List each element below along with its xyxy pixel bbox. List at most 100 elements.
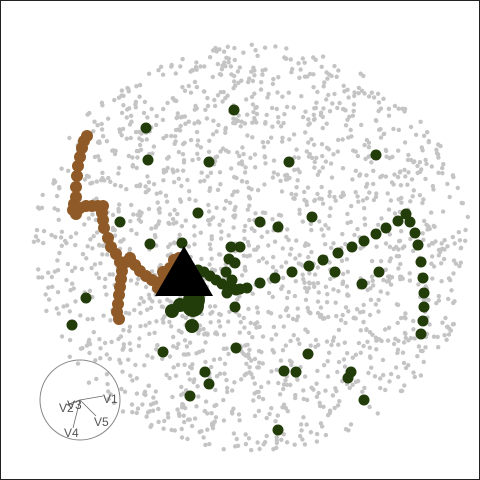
- background-point: [145, 174, 150, 179]
- background-point: [247, 203, 252, 208]
- background-point: [205, 103, 211, 109]
- background-point: [124, 115, 129, 120]
- background-point: [247, 217, 252, 223]
- background-point: [252, 381, 257, 386]
- background-point: [102, 284, 108, 290]
- background-point: [169, 62, 174, 68]
- background-point: [352, 93, 357, 99]
- background-point: [386, 279, 391, 284]
- background-point: [99, 127, 105, 132]
- background-point: [441, 162, 446, 167]
- background-point: [107, 272, 113, 277]
- background-point: [134, 391, 140, 396]
- background-point: [361, 319, 366, 325]
- background-point: [237, 330, 242, 335]
- background-point: [183, 315, 188, 320]
- background-point: [407, 278, 413, 283]
- background-point: [138, 310, 143, 316]
- background-point: [195, 138, 201, 143]
- background-point: [266, 309, 271, 315]
- background-point: [435, 334, 440, 340]
- background-point: [274, 269, 279, 274]
- background-point: [388, 198, 394, 203]
- background-point: [392, 103, 398, 109]
- background-point: [121, 327, 126, 333]
- background-point: [187, 377, 192, 382]
- background-point: [307, 310, 312, 315]
- background-point: [281, 120, 286, 126]
- background-point: [329, 73, 334, 79]
- background-point: [53, 234, 58, 240]
- background-point: [166, 415, 171, 420]
- background-point: [219, 67, 225, 72]
- background-point: [73, 242, 78, 248]
- background-point: [260, 396, 266, 402]
- background-point: [280, 246, 285, 251]
- background-point: [224, 346, 229, 351]
- background-point: [255, 320, 260, 325]
- background-point: [134, 410, 139, 416]
- background-point: [198, 64, 203, 69]
- background-point: [182, 88, 188, 94]
- background-point: [312, 159, 317, 165]
- background-point: [400, 350, 406, 355]
- background-point: [158, 190, 163, 195]
- background-point: [243, 432, 248, 437]
- background-point: [293, 192, 299, 197]
- background-point: [126, 311, 132, 316]
- background-point: [317, 403, 323, 409]
- background-point: [143, 284, 149, 290]
- background-point: [364, 327, 369, 332]
- background-point: [315, 368, 320, 374]
- background-point: [120, 409, 126, 414]
- background-point: [411, 370, 416, 375]
- background-point: [162, 314, 167, 319]
- background-point: [213, 415, 219, 420]
- background-point: [339, 194, 344, 199]
- background-point: [378, 289, 383, 294]
- biplot-label-v2: V2: [59, 401, 74, 415]
- background-point: [244, 180, 250, 185]
- background-point: [31, 239, 37, 244]
- green-series-point: [142, 154, 154, 166]
- background-point: [453, 261, 459, 266]
- background-point: [142, 363, 147, 368]
- background-point: [148, 305, 154, 310]
- background-point: [55, 207, 61, 213]
- background-point: [179, 405, 185, 410]
- background-point: [255, 244, 261, 250]
- biplot-vector-v1: [79, 395, 104, 401]
- background-point: [212, 304, 218, 309]
- green-series-point: [412, 239, 424, 251]
- background-point: [378, 259, 384, 264]
- background-point: [92, 154, 98, 160]
- background-point: [284, 440, 290, 445]
- background-point: [438, 249, 443, 255]
- background-point: [311, 142, 317, 147]
- background-point: [238, 124, 243, 129]
- background-point: [143, 323, 148, 328]
- background-point: [129, 119, 134, 124]
- background-point: [106, 389, 111, 394]
- background-point: [292, 293, 298, 299]
- background-point: [119, 110, 125, 116]
- background-point: [427, 322, 432, 327]
- background-point: [49, 274, 54, 280]
- background-point: [274, 438, 279, 443]
- background-point: [218, 324, 223, 329]
- background-point: [362, 385, 367, 391]
- background-point: [365, 339, 370, 344]
- background-point: [314, 439, 320, 444]
- background-point: [346, 135, 351, 140]
- background-point: [281, 402, 287, 407]
- background-point: [175, 211, 180, 217]
- background-point: [417, 160, 423, 165]
- background-point: [345, 117, 350, 123]
- background-point: [231, 431, 237, 436]
- background-point: [180, 314, 185, 319]
- background-point: [191, 379, 196, 385]
- background-point: [248, 155, 253, 161]
- background-point: [284, 104, 290, 110]
- background-point: [145, 353, 150, 358]
- background-point: [243, 343, 248, 348]
